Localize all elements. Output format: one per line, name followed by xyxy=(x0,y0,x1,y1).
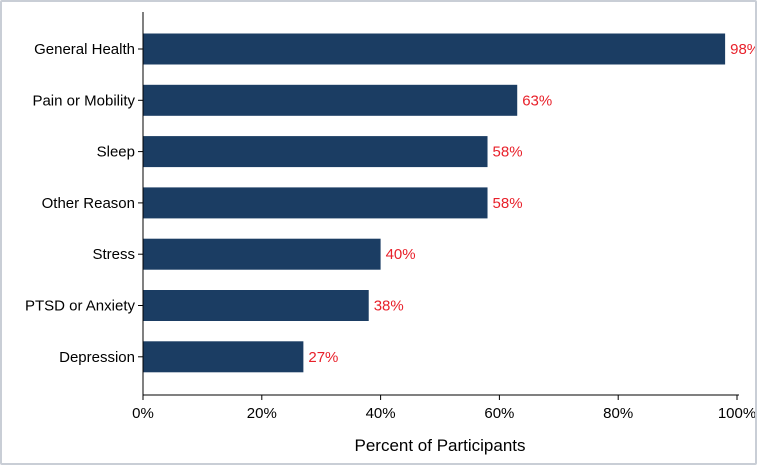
data-label: 27% xyxy=(308,349,338,366)
data-label: 63% xyxy=(522,92,552,109)
axes-layer xyxy=(142,12,739,396)
bar-3 xyxy=(143,187,488,219)
data-label: 98% xyxy=(730,41,755,58)
bar-chart: General Health 98% Pain or Mobility 63% Slee… xyxy=(25,12,757,455)
bar-0 xyxy=(143,33,726,65)
data-label: 38% xyxy=(374,298,404,315)
x-tick-label: 60% xyxy=(484,405,514,422)
bar-5 xyxy=(143,290,369,321)
bar-2 xyxy=(143,136,488,168)
x-tick-label: 0% xyxy=(132,405,154,422)
category-label: Other Reason xyxy=(42,195,135,212)
bar-4 xyxy=(143,238,381,270)
category-label: Pain or Mobility xyxy=(32,92,135,109)
category-label: Depression xyxy=(59,349,135,366)
x-axis-title: Percent of Participants xyxy=(354,436,525,455)
x-tick-label: 40% xyxy=(366,405,396,422)
x-tick-label: 20% xyxy=(247,405,277,422)
x-tick-label: 80% xyxy=(603,405,633,422)
x-tick-label: 100% xyxy=(718,405,755,422)
category-label: General Health xyxy=(34,41,135,58)
data-label: 40% xyxy=(386,246,416,263)
bar-1 xyxy=(143,84,518,116)
labels-layer: General Health 98% Pain or Mobility 63% Slee… xyxy=(25,41,757,422)
bar-6 xyxy=(143,341,304,373)
data-label: 58% xyxy=(493,195,523,212)
ticks-layer xyxy=(138,48,738,400)
bars-layer xyxy=(143,33,726,373)
category-label: Sleep xyxy=(97,144,135,161)
category-label: Stress xyxy=(92,246,135,263)
category-label: PTSD or Anxiety xyxy=(25,298,136,315)
data-label: 58% xyxy=(493,144,523,161)
